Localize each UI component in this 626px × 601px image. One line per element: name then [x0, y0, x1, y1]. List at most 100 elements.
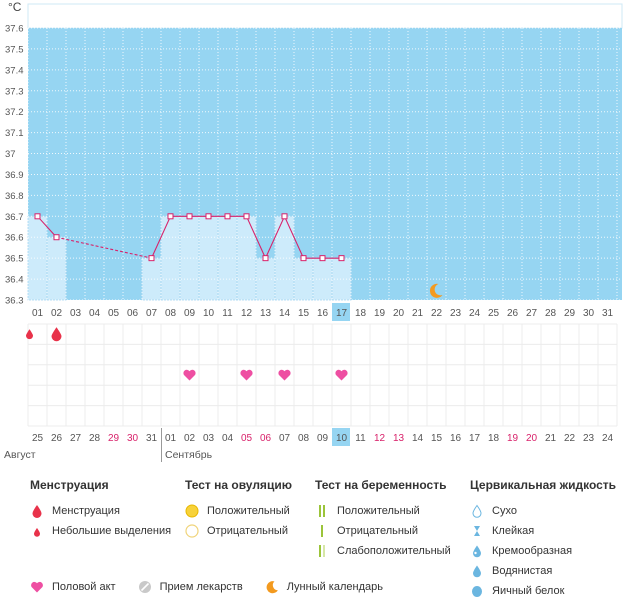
watery-icon	[473, 565, 481, 578]
date-label: 03	[203, 433, 215, 444]
cycle-day-label: 12	[241, 308, 253, 319]
cycle-day-label: 21	[412, 308, 424, 319]
legend-item: Положительный	[315, 501, 451, 521]
legend-item-label: Положительный	[337, 505, 420, 517]
legend-item: Кремообразная	[470, 541, 616, 561]
temperature-point	[281, 213, 288, 220]
date-label: 12	[374, 433, 386, 444]
temperature-point	[205, 213, 212, 220]
cycle-day-label: 29	[564, 308, 576, 319]
legend-item-label: Половой акт	[52, 581, 116, 593]
legend-item: Сухо	[470, 501, 616, 521]
legend-cervical-fluid: Цервикальная жидкость Сухо Клейкая Кремо…	[470, 478, 616, 601]
date-label: 13	[393, 433, 405, 444]
y-tick-label: 36.3	[5, 296, 24, 307]
date-label: 21	[545, 433, 557, 444]
legend-item: Слабоположительный	[315, 541, 451, 561]
pregnancy-positive-icon	[319, 505, 325, 517]
cycle-day-label: 01	[32, 308, 44, 319]
y-tick-label: 37.3	[5, 86, 24, 97]
date-label: 07	[279, 433, 291, 444]
legend-item: Небольшие выделения	[30, 521, 171, 541]
date-label: 18	[488, 433, 500, 444]
legend-item-label: Клейкая	[492, 525, 535, 537]
legend-item: Яичный белок	[470, 581, 616, 601]
ovulation-positive-icon	[185, 504, 199, 518]
heart-icon	[240, 369, 253, 381]
legend-item-label: Отрицательный	[337, 525, 418, 537]
legend-pregnancy-title: Тест на беременность	[315, 478, 447, 492]
date-label: 04	[222, 433, 234, 444]
legend-item-label: Положительный	[207, 505, 290, 517]
date-label: 23	[583, 433, 595, 444]
bottom-legend: Половой акт Прием лекарств Лунный календ…	[30, 580, 405, 594]
small-drop-icon	[26, 329, 33, 340]
y-tick-label: 36.8	[5, 191, 24, 202]
temperature-bar	[46, 236, 67, 301]
cycle-day-label: 26	[507, 308, 519, 319]
pill-icon	[138, 581, 151, 593]
legend-item: Отрицательный	[185, 521, 292, 541]
cycle-day-label: 02	[51, 308, 63, 319]
date-label: 09	[317, 433, 329, 444]
heart-icon	[278, 369, 291, 381]
legend-item-label: Яичный белок	[492, 585, 565, 597]
cycle-day-label: 03	[70, 308, 82, 319]
temperature-point	[186, 213, 193, 220]
y-tick-label: 37.1	[5, 128, 24, 139]
temperature-line	[34, 213, 345, 262]
date-label: 06	[260, 433, 272, 444]
date-label: 05	[241, 433, 253, 444]
date-label: 24	[602, 433, 614, 444]
date-label: 31	[146, 433, 158, 444]
temperature-segment	[283, 216, 305, 259]
legend-item: Положительный	[185, 501, 292, 521]
date-label: 19	[507, 433, 519, 444]
legend-item: Прием лекарств	[138, 580, 243, 594]
legend-item: Менструация	[30, 501, 171, 521]
small-drop-icon	[34, 528, 40, 537]
y-tick-label: 37.5	[5, 44, 24, 55]
date-label: 15	[431, 433, 443, 444]
date-label: 27	[70, 433, 82, 444]
heart-icon	[183, 369, 196, 381]
temperature-point	[300, 255, 307, 262]
temperature-segment	[150, 216, 172, 259]
legend-ovulation-test: Тест на овуляцию Положительный Отрицател…	[185, 478, 292, 541]
event-rows	[26, 283, 618, 427]
heart-icon	[335, 369, 348, 381]
legend-item-label: Кремообразная	[492, 545, 573, 557]
cycle-day-label: 05	[108, 308, 120, 319]
date-label: 02	[184, 433, 196, 444]
cycle-day-label: 19	[374, 308, 386, 319]
moon-icon	[266, 581, 278, 594]
temperature-point	[167, 213, 174, 220]
temperature-segment	[264, 216, 286, 259]
plot-area	[28, 28, 622, 300]
y-tick-label: 36.9	[5, 170, 24, 181]
cycle-day-label: 24	[469, 308, 481, 319]
y-tick-label: 36.4	[5, 275, 24, 286]
moon-icon	[429, 283, 443, 298]
month-label: Сентябрь	[165, 449, 213, 461]
legend-item: Лунный календарь	[265, 580, 383, 594]
y-tick-label: 37.6	[5, 24, 24, 35]
legend-pregnancy-test: Тест на беременность Положительный Отриц…	[315, 478, 451, 561]
date-label: 22	[564, 433, 576, 444]
dry-icon	[472, 504, 482, 518]
month-label: Август	[4, 449, 36, 461]
cycle-day-label: 11	[222, 308, 233, 319]
date-label: 01	[165, 433, 177, 444]
date-label: 10	[336, 433, 348, 444]
y-tick-label: 37.2	[5, 107, 24, 118]
y-tick-label: 36.5	[5, 254, 24, 265]
cycle-day-label: 27	[526, 308, 538, 319]
temperature-point	[148, 255, 155, 262]
cycle-day-label: 17	[336, 308, 348, 319]
temperature-segment	[245, 216, 267, 259]
cycle-day-label: 22	[431, 308, 443, 319]
cycle-day-labels: 01 02 03 04 05 06 07 08 09 10 11 12 13 14 15 16 17 18 19 20…	[32, 303, 613, 321]
legend-item: Половой акт	[30, 580, 116, 594]
date-label: 28	[89, 433, 101, 444]
y-tick-label: 37	[5, 149, 16, 160]
